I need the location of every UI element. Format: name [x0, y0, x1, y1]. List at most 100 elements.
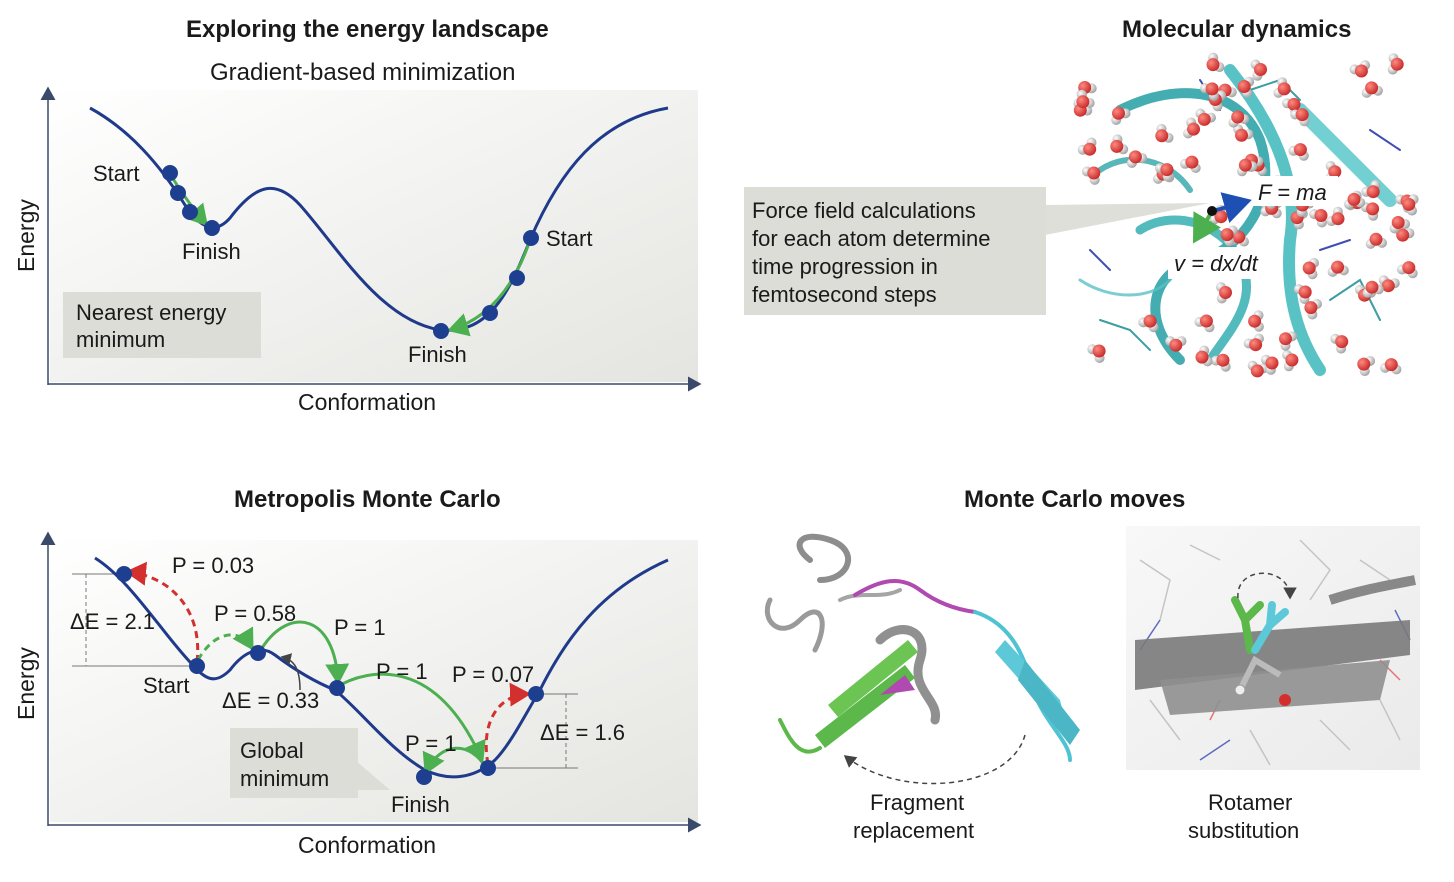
panel-a-callout-line2: minimum [76, 327, 165, 352]
md-velocity-arrow [1192, 211, 1221, 244]
water-oxygen [1205, 82, 1219, 96]
water-oxygen [1384, 358, 1398, 372]
fragment-label-line2: replacement [853, 818, 974, 843]
panel-c-p-label: P = 1 [376, 659, 428, 684]
water-oxygen [1254, 63, 1267, 76]
md-callout-line: for each atom determine [752, 226, 990, 251]
panel-b-title: Molecular dynamics [1122, 16, 1352, 43]
rotamer-oxygen [1279, 694, 1291, 706]
panel-a-energy-curve [89, 106, 669, 332]
panel-a-point [170, 185, 186, 201]
water-oxygen [1083, 142, 1097, 156]
water-oxygen [1328, 165, 1342, 179]
water-oxygen [1365, 280, 1379, 294]
rotamer-backbone [1237, 655, 1282, 692]
water-oxygen [1366, 202, 1380, 216]
water-oxygen [1366, 185, 1380, 199]
panel-c-x-label: Conformation [298, 832, 436, 858]
panel-a-callout-box [63, 292, 261, 358]
water-oxygen [1369, 232, 1383, 246]
panel-c-point [528, 686, 544, 702]
rotamer-move-arrow [1237, 572, 1297, 600]
panel-c-plot-bg [50, 540, 698, 822]
water-oxygen [1092, 344, 1106, 358]
panel-a-point [482, 305, 498, 321]
panel-a-y-label: Energy [13, 199, 39, 272]
md-callout-pointer [1045, 203, 1210, 235]
panel-a-x-label: Conformation [298, 389, 436, 415]
panel-a-point [509, 270, 525, 286]
water-oxygen [1235, 128, 1248, 142]
panel-c-delta-label: ΔE = 1.6 [540, 720, 625, 745]
water-oxygen [1287, 97, 1301, 111]
panel-a-point [182, 204, 198, 220]
panel-a-callout-line1: Nearest energy [76, 300, 226, 325]
fragment-protein [764, 533, 1072, 762]
water-oxygen [1314, 209, 1328, 222]
panel-c-green-arrow [260, 620, 350, 685]
panel-c-p-label: P = 0.07 [452, 662, 534, 687]
water-oxygen [1390, 57, 1404, 71]
panel-c-point [189, 658, 205, 674]
panel-c-red-arrow-right [484, 682, 531, 765]
md-velocity-label: v = dx/dt [1174, 251, 1259, 276]
panel-c-callout-box [230, 728, 358, 798]
water-oxygen [1304, 301, 1318, 315]
water-oxygen [1277, 82, 1291, 96]
rotamer-label-line2: substitution [1188, 818, 1299, 843]
water-oxygen [1128, 150, 1142, 164]
panel-c-p-label: P = 1 [405, 731, 457, 756]
water-oxygen [1248, 314, 1262, 328]
water-oxygen [1365, 81, 1379, 95]
water-oxygen [1199, 314, 1213, 328]
water-oxygen [1298, 285, 1312, 299]
water-oxygen [1250, 364, 1264, 378]
md-callout-line: Force field calculations [752, 198, 976, 223]
panel-c-start-label: Start [143, 673, 189, 698]
panel-a-point [204, 220, 220, 236]
water-oxygen [1331, 260, 1345, 274]
panel-a-start-right: Start [546, 226, 592, 251]
water-oxygen [1391, 216, 1405, 229]
rotamer-label-line1: Rotamer [1208, 790, 1292, 815]
water-oxygen [1347, 192, 1361, 206]
water-oxygen [1112, 106, 1125, 120]
panel-c-p-label: P = 1 [334, 615, 386, 640]
water-oxygen [1293, 143, 1307, 157]
water-oxygen [1238, 158, 1252, 172]
panel-b-diagram: Force field calculations for each atom d… [744, 52, 1419, 378]
panel-c-delta-guides [72, 573, 578, 769]
water-oxygen [1302, 261, 1316, 275]
water-oxygen [1143, 314, 1157, 328]
panel-a-point [523, 230, 539, 246]
water-oxygen [1265, 356, 1279, 370]
panel-a-right-descent-arrow [447, 239, 532, 337]
rotamer-hydrogen [1234, 684, 1246, 696]
panel-c-title: Metropolis Monte Carlo [234, 486, 501, 513]
water-oxygen [1169, 338, 1183, 352]
panel-c-callout-pointer [355, 760, 390, 790]
fragment-label-line1: Fragment [870, 790, 964, 815]
water-oxygen [1357, 357, 1371, 371]
panel-a-finish-left: Finish [182, 239, 241, 264]
fragment-move-arrow [843, 734, 1026, 785]
panel-a-start-left: Start [93, 161, 139, 186]
water-oxygen [1076, 95, 1090, 109]
fragment-green-strand [815, 665, 915, 748]
panel-d-title: Monte Carlo moves [964, 486, 1186, 513]
panel-c-callout-line1: Global [240, 738, 304, 763]
panel-c-point [250, 645, 266, 661]
panel-c-diagram: Global minimum P = 0.03 P = 0.58 P = 1 P… [13, 531, 702, 858]
water-oxygen [1195, 350, 1209, 364]
rotamer-sheet [1160, 660, 1390, 715]
panel-c-green-dashed-arrow [196, 626, 254, 661]
rotamer-coil [1328, 575, 1416, 605]
md-atom [1207, 206, 1217, 216]
panel-c-p-label: P = 0.58 [214, 601, 296, 626]
panel-c-red-arrow-left [125, 561, 200, 663]
panel-a-title: Exploring the energy landscape [186, 16, 549, 43]
md-force-label: F = ma [1258, 180, 1327, 205]
water-oxygen [1396, 228, 1410, 242]
water-oxygen [1331, 212, 1345, 226]
md-callout-line: femtosecond steps [752, 282, 937, 307]
